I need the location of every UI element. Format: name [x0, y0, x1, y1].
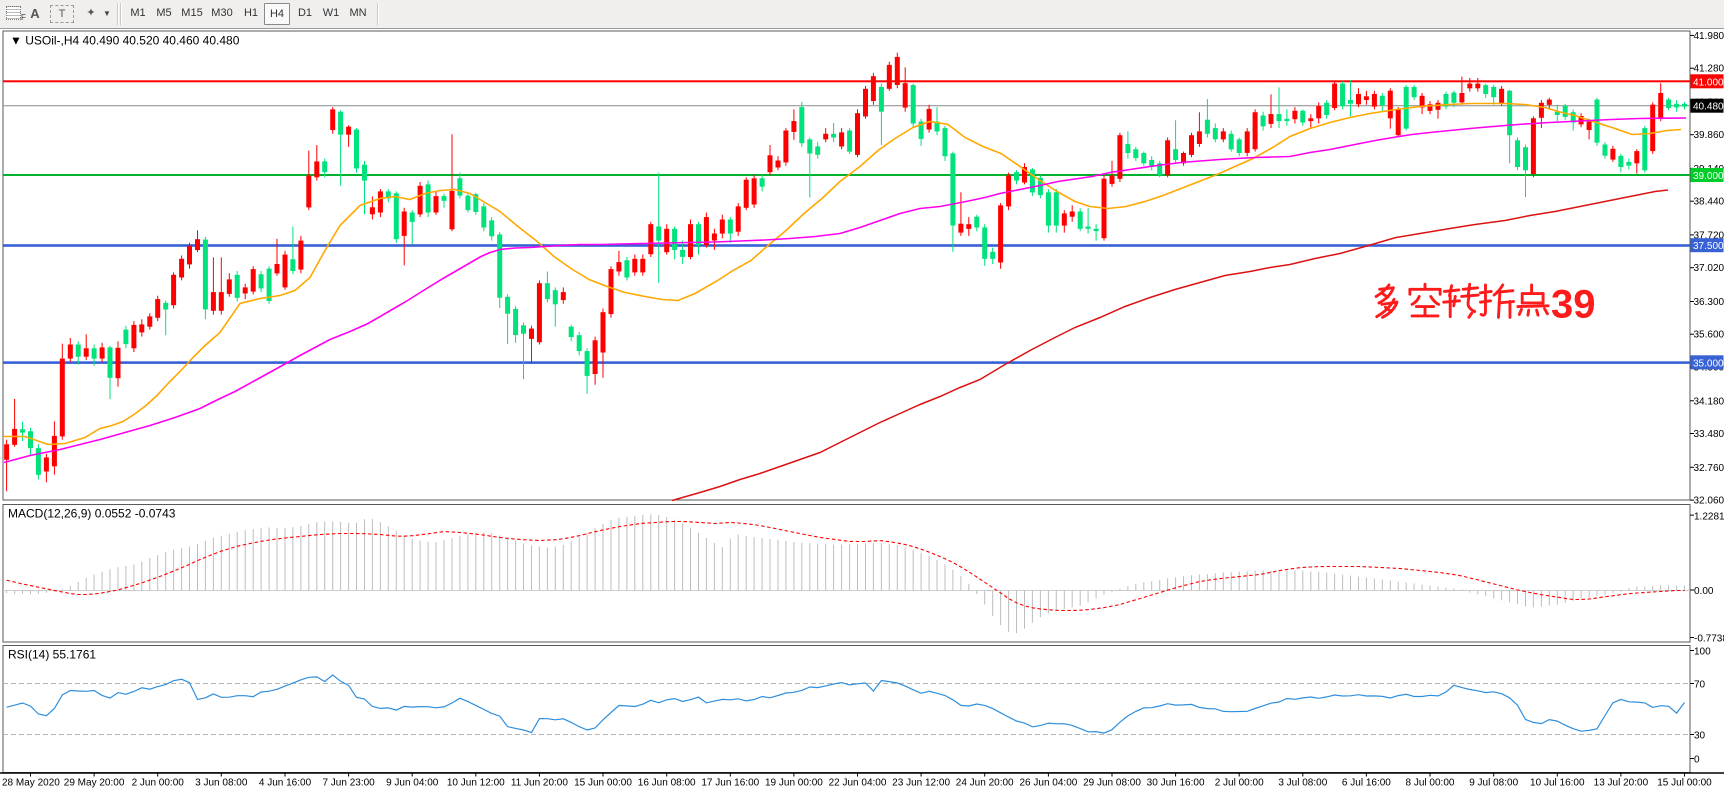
svg-text:28 May 2020: 28 May 2020 [2, 778, 60, 789]
svg-text:9 Jul 08:00: 9 Jul 08:00 [1469, 778, 1518, 789]
svg-text:32.760: 32.760 [1694, 463, 1724, 474]
svg-text:13 Jul 20:00: 13 Jul 20:00 [1594, 778, 1649, 789]
svg-text:10 Jul 16:00: 10 Jul 16:00 [1530, 778, 1585, 789]
svg-text:8 Jul 00:00: 8 Jul 00:00 [1406, 778, 1455, 789]
svg-text:0.00: 0.00 [1694, 586, 1714, 597]
svg-text:36.300: 36.300 [1694, 297, 1724, 308]
svg-text:40.480: 40.480 [1693, 102, 1724, 113]
svg-text:39: 39 [1551, 283, 1596, 327]
svg-text:0: 0 [1694, 755, 1700, 766]
svg-text:41.000: 41.000 [1693, 77, 1724, 88]
svg-text:16 Jun 08:00: 16 Jun 08:00 [638, 778, 696, 789]
svg-text:MACD(12,26,9) 0.0552 -0.0743: MACD(12,26,9) 0.0552 -0.0743 [8, 507, 176, 521]
svg-text:6 Jul 16:00: 6 Jul 16:00 [1342, 778, 1391, 789]
svg-text:34.180: 34.180 [1694, 396, 1724, 407]
svg-text:37.500: 37.500 [1693, 241, 1724, 252]
svg-text:70: 70 [1694, 680, 1706, 691]
svg-text:2 Jul 00:00: 2 Jul 00:00 [1215, 778, 1264, 789]
svg-text:10 Jun 12:00: 10 Jun 12:00 [447, 778, 505, 789]
svg-text:30: 30 [1694, 731, 1706, 742]
svg-text:24 Jun 20:00: 24 Jun 20:00 [956, 778, 1014, 789]
svg-text:35.600: 35.600 [1694, 330, 1724, 341]
svg-text:3 Jul 08:00: 3 Jul 08:00 [1278, 778, 1327, 789]
svg-text:3 Jun 08:00: 3 Jun 08:00 [195, 778, 248, 789]
svg-text:26 Jun 04:00: 26 Jun 04:00 [1019, 778, 1077, 789]
svg-text:32.060: 32.060 [1694, 496, 1724, 507]
svg-text:7 Jun 23:00: 7 Jun 23:00 [322, 778, 375, 789]
svg-text:15 Jul 00:00: 15 Jul 00:00 [1657, 778, 1712, 789]
svg-text:39.000: 39.000 [1693, 171, 1724, 182]
svg-text:-0.7738: -0.7738 [1694, 634, 1724, 645]
svg-text:35.000: 35.000 [1693, 358, 1724, 369]
svg-text:33.480: 33.480 [1694, 429, 1724, 440]
svg-text:11 Jun 20:00: 11 Jun 20:00 [511, 778, 569, 789]
svg-text:37.020: 37.020 [1694, 263, 1724, 274]
svg-text:39.860: 39.860 [1694, 130, 1724, 141]
svg-text:41.280: 41.280 [1694, 64, 1724, 75]
svg-text:RSI(14) 55.1761: RSI(14) 55.1761 [8, 648, 96, 662]
svg-text:19 Jun 00:00: 19 Jun 00:00 [765, 778, 823, 789]
svg-text:▼ USOil-,H4 40.490 40.520 40.: ▼ USOil-,H4 40.490 40.520 40.460 40.480 [10, 34, 240, 48]
svg-text:38.440: 38.440 [1694, 197, 1724, 208]
svg-text:1.2281: 1.2281 [1694, 512, 1724, 523]
svg-text:2 Jun 00:00: 2 Jun 00:00 [132, 778, 185, 789]
svg-text:9 Jun 04:00: 9 Jun 04:00 [386, 778, 439, 789]
svg-text:29 May 20:00: 29 May 20:00 [64, 778, 125, 789]
svg-text:100: 100 [1694, 647, 1711, 658]
svg-text:15 Jun 00:00: 15 Jun 00:00 [574, 778, 632, 789]
svg-text:23 Jun 12:00: 23 Jun 12:00 [892, 778, 950, 789]
svg-text:29 Jun 08:00: 29 Jun 08:00 [1083, 778, 1141, 789]
svg-text:4 Jun 16:00: 4 Jun 16:00 [259, 778, 312, 789]
svg-text:41.980: 41.980 [1694, 31, 1724, 42]
svg-text:30 Jun 16:00: 30 Jun 16:00 [1147, 778, 1205, 789]
svg-text:17 Jun 16:00: 17 Jun 16:00 [701, 778, 759, 789]
svg-text:22 Jun 04:00: 22 Jun 04:00 [829, 778, 887, 789]
